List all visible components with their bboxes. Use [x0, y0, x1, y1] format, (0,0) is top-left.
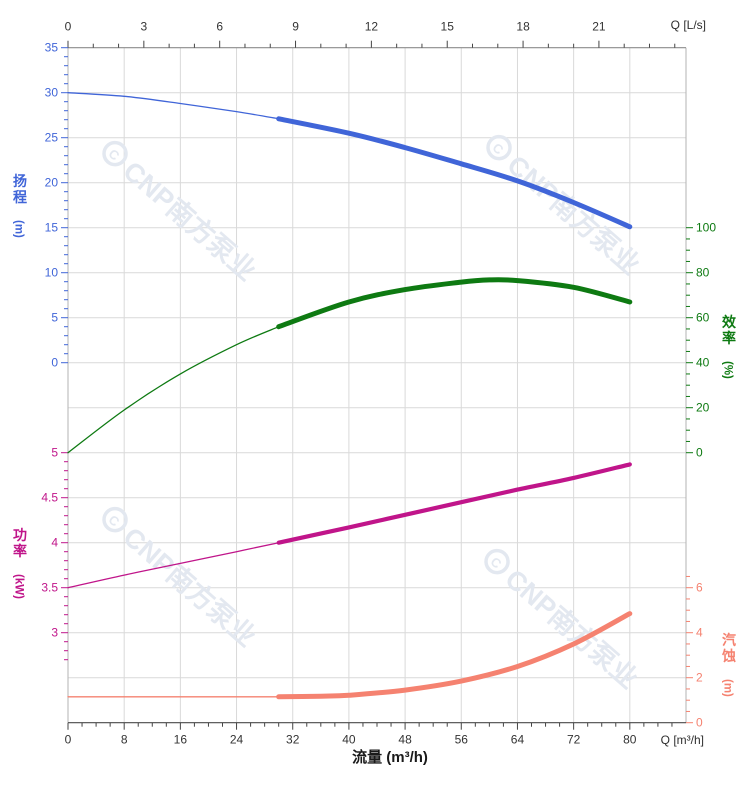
eff-axis-tick-label: 40: [696, 356, 710, 370]
watermark-logo-icon: [484, 548, 510, 575]
power-axis-tick-label: 3: [51, 626, 58, 640]
bottom-axis-tick-label: 48: [398, 733, 412, 747]
eff-axis-title: 效率 (%): [722, 314, 738, 379]
watermark-text: CNP南方泵业: [499, 563, 644, 695]
top-axis-tick-label: 15: [441, 20, 455, 34]
power-axis-unit: (kW): [13, 574, 25, 599]
power-axis-title-char: 率: [13, 543, 27, 559]
head-axis-tick-label: 0: [51, 356, 58, 370]
head-axis-tick-label: 15: [45, 221, 59, 235]
eff-axis-unit: (%): [722, 361, 734, 379]
head-axis-tick-label: 20: [45, 176, 59, 190]
power-axis-tick-label: 3.5: [41, 581, 58, 595]
power-axis-tick-label: 4: [51, 536, 58, 550]
eff-axis-title-char: 效: [722, 314, 737, 330]
bottom-axis-tick-label: 32: [286, 733, 300, 747]
bottom-axis-tick-label: 24: [230, 733, 244, 747]
top-axis-tick-label: 6: [216, 20, 223, 34]
head-axis-tick-label: 25: [45, 131, 59, 145]
bottom-axis-tick-label: 8: [121, 733, 128, 747]
head-axis-unit: (m): [13, 220, 25, 238]
top-axis-tick-label: 18: [516, 20, 530, 34]
eff-axis-tick-label: 20: [696, 401, 710, 415]
bottom-axis-tick-label: 40: [342, 733, 356, 747]
gridlines: [68, 47, 686, 723]
power-axis-tick-label: 4.5: [41, 491, 58, 505]
eff-axis-tick-label: 0: [696, 446, 703, 460]
head-axis-title-char: 程: [13, 189, 27, 205]
x-axis-title: 流量 (m³/h): [352, 749, 428, 766]
top-axis-tick-label: 0: [65, 20, 72, 34]
watermark-logo-icon: [102, 506, 128, 533]
npsh-curve: [276, 611, 633, 700]
head-axis-title: 扬程 (m): [13, 173, 28, 238]
eff-axis-tick-label: 60: [696, 311, 710, 325]
head-axis-title-char: 扬: [13, 173, 27, 189]
head-curve-thin: [67, 92, 280, 120]
npsh-axis-tick-label: 2: [696, 671, 703, 685]
npsh-axis-tick-label: 6: [696, 581, 703, 595]
efficiency-curve-thin: [67, 326, 280, 454]
power-curve: [276, 462, 632, 545]
eff-axis-title-char: 率: [722, 330, 736, 346]
top-axis-unit-label: Q [L/s]: [670, 18, 706, 32]
top-axis-tick-label: 21: [592, 20, 606, 34]
head-axis-tick-label: 5: [51, 311, 58, 325]
npsh-axis-tick-label: 4: [696, 626, 703, 640]
top-axis-tick-label: 12: [365, 20, 379, 34]
head-axis-tick-label: 35: [45, 41, 59, 55]
curves: [67, 92, 633, 700]
head-axis-tick-label: 30: [45, 86, 59, 100]
bottom-axis-tick-label: 64: [511, 733, 525, 747]
npsh-axis-title-char: 蚀: [721, 648, 736, 664]
npsh-axis-tick-label: 0: [696, 716, 703, 730]
power-axis-tick-label: 5: [51, 446, 58, 460]
npsh-axis-title: 汽蚀 (m): [721, 632, 736, 697]
eff-axis-tick-label: 100: [696, 221, 716, 235]
eff-axis-tick-label: 80: [696, 266, 710, 280]
efficiency-curve: [276, 277, 633, 330]
power-curve-thin: [67, 542, 280, 589]
bottom-axis-unit-label: Q [m³/h]: [660, 733, 704, 747]
power-axis-title-char: 功: [13, 527, 27, 543]
watermark-logo-icon: [102, 140, 128, 167]
power-axis-title: 功率 (kW): [13, 527, 28, 599]
top-axis-tick-label: 9: [292, 20, 299, 34]
npsh-axis-title-char: 汽: [722, 632, 736, 648]
bottom-axis-tick-label: 72: [567, 733, 581, 747]
bottom-axis-tick-label: 80: [623, 733, 637, 747]
watermark-logo-icon: [486, 134, 512, 161]
watermark-text: CNP南方泵业: [117, 155, 262, 287]
bottom-axis-tick-label: 56: [455, 733, 469, 747]
bottom-axis-tick-label: 0: [65, 733, 72, 747]
axes: 0 3 6 9 12 15 18 210 8 16 24 32 40 48 56 64 72 8005101520…: [13, 20, 738, 747]
head-axis-tick-label: 10: [45, 266, 59, 280]
bottom-axis-tick-label: 16: [174, 733, 188, 747]
top-axis-tick-label: 3: [141, 20, 148, 34]
head-curve: [276, 116, 633, 230]
npsh-axis-unit: (m): [722, 679, 734, 697]
